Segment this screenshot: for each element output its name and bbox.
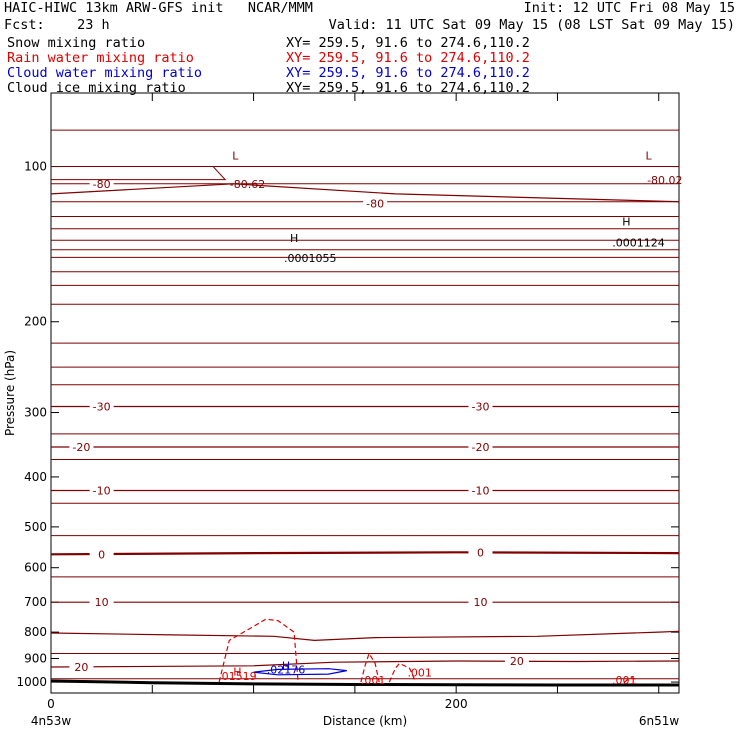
- field-xy-cloud-ice: XY= 259.5, 91.6 to 274.6,110.2: [286, 80, 530, 96]
- rain-contour: [218, 618, 299, 683]
- field-name-cloud-ice: Cloud ice mixing ratio: [7, 80, 186, 96]
- field-name-snow: Snow mixing ratio: [7, 35, 146, 51]
- isotherm-label-bg: [89, 547, 114, 561]
- extremum-value-label: .0001055: [284, 252, 337, 265]
- extremum-value-label: .01519: [218, 670, 257, 683]
- extremum-H-marker: H: [233, 665, 241, 678]
- isotherm-label: -20: [72, 441, 90, 454]
- isotherm-label-bg: [363, 196, 388, 210]
- extremum-H-marker: H: [290, 232, 298, 245]
- y-tick-label: 300: [24, 406, 47, 420]
- isotherm-line: [51, 166, 227, 181]
- y-tick-label: 200: [24, 315, 47, 329]
- isotherm-label: -80: [366, 198, 384, 211]
- field-xy-rain: XY= 259.5, 91.6 to 274.6,110.2: [286, 50, 530, 66]
- isotherm-label: 10: [95, 596, 109, 609]
- isotherm-label: -30: [471, 400, 489, 413]
- x-tick-label: 200: [445, 697, 468, 711]
- plot-frame: [50, 92, 680, 694]
- isotherm-label-bg: [89, 399, 114, 413]
- rain-contour: [388, 662, 417, 683]
- isotherm-label-bg: [504, 654, 529, 668]
- isotherm-line: [50, 630, 680, 642]
- isotherm-label-bg: [468, 595, 493, 609]
- isotherm-label-bg: [89, 595, 114, 609]
- rain-contour: [623, 676, 639, 683]
- extremum-value-label: -80.62: [230, 178, 265, 191]
- right-endpoint-label: 6n51w: [639, 714, 680, 728]
- isotherm-label-bg: [468, 545, 493, 559]
- extremum-H-marker: H: [282, 659, 290, 672]
- x-tick-label: 0: [47, 697, 55, 711]
- y-tick-label: 700: [24, 595, 47, 609]
- y-tick-label: 1000: [16, 675, 47, 689]
- extremum-H-marker: H: [622, 215, 630, 228]
- cloud-water-contour: [253, 668, 347, 676]
- extremum-L-marker: L: [232, 150, 239, 163]
- isotherm-label: 10: [473, 596, 487, 609]
- extremum-value-label: .02176: [267, 663, 306, 676]
- isotherm-label: -30: [93, 400, 111, 413]
- y-tick-label: 800: [24, 625, 47, 639]
- isotherm-label: 0: [98, 548, 105, 561]
- isotherm-label-bg: [468, 399, 493, 413]
- left-endpoint-label: 4n53w: [31, 714, 72, 728]
- isotherm-label: -20: [471, 441, 489, 454]
- y-tick-label: 100: [24, 160, 47, 174]
- rain-contour-label: .001: [407, 666, 432, 679]
- field-xy-snow: XY= 259.5, 91.6 to 274.6,110.2: [286, 35, 530, 51]
- isotherm-20: [50, 660, 680, 668]
- extremum-value-label: -80.02: [647, 174, 682, 187]
- isotherm-label: -10: [93, 485, 111, 498]
- y-tick-label: 400: [24, 470, 47, 484]
- field-name-cloud-water: Cloud water mixing ratio: [7, 65, 203, 81]
- forecast-hour: Fcst: 23 h: [4, 17, 110, 33]
- extremum-value-label: .0001124: [612, 237, 665, 250]
- y-tick-label: 900: [24, 651, 47, 665]
- isotherm-label: 20: [74, 661, 88, 674]
- ground-surface-line: [50, 679, 679, 687]
- isotherm-label: 20: [510, 655, 524, 668]
- valid-time: Valid: 11 UTC Sat 09 May 15 (08 LST Sat …: [328, 17, 735, 33]
- rain-contour-label: .001: [612, 674, 637, 687]
- isotherm--80: [50, 183, 680, 203]
- isotherm-label-bg: [89, 483, 114, 497]
- y-tick-label: 600: [24, 561, 47, 575]
- isotherm-label-bg: [468, 440, 493, 454]
- rain-contour-label: .001: [361, 674, 386, 687]
- extremum-L-marker: L: [646, 150, 653, 163]
- isotherm-label: 0: [477, 546, 484, 559]
- rain-contour: [360, 652, 380, 683]
- isotherm-label: -80: [93, 178, 111, 191]
- field-name-rain: Rain water mixing ratio: [7, 50, 194, 66]
- model-title: HAIC-HIWC 13km ARW-GFS init NCAR/MMM: [4, 0, 313, 16]
- isotherm-label-bg: [69, 440, 94, 454]
- isotherm-label: -10: [471, 485, 489, 498]
- y-tick-label: 500: [24, 520, 47, 534]
- init-time: Init: 12 UTC Fri 08 May 15: [523, 0, 735, 16]
- y-axis-title: Pressure (hPa): [3, 350, 17, 436]
- isotherm-0: [50, 551, 680, 556]
- isotherm-label-bg: [69, 660, 94, 674]
- field-xy-cloud-water: XY= 259.5, 91.6 to 274.6,110.2: [286, 65, 530, 81]
- isotherm-label-bg: [468, 483, 493, 497]
- x-axis-title: Distance (km): [323, 714, 407, 728]
